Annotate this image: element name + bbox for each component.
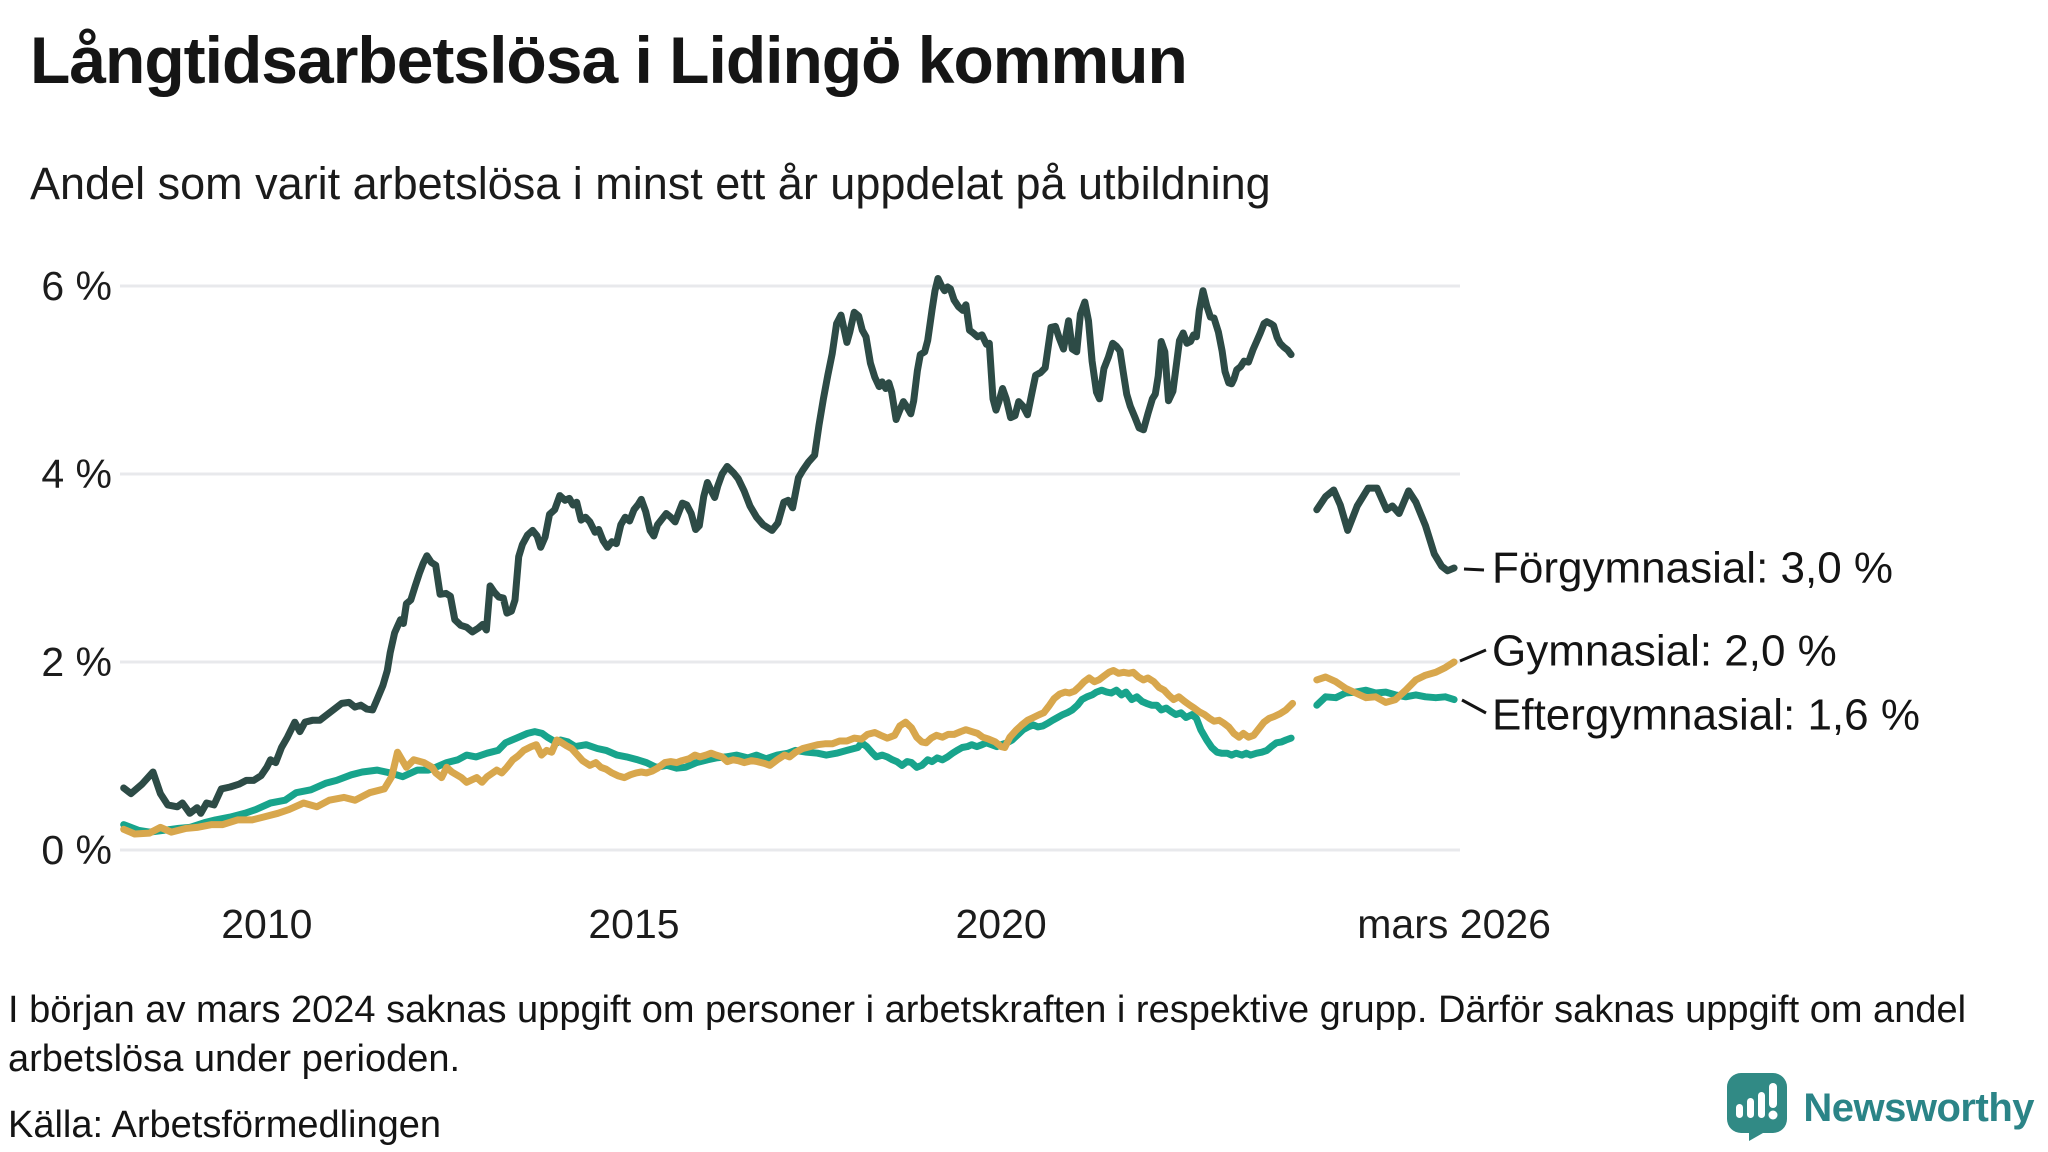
y-tick-label: 6 % bbox=[41, 263, 112, 309]
series-line-eftergymnasial bbox=[120, 686, 1295, 836]
chart-subtitle: Andel som varit arbetslösa i minst ett å… bbox=[30, 158, 1271, 209]
y-tick-label: 4 % bbox=[41, 451, 112, 497]
series-line-förgymnasial bbox=[1313, 484, 1458, 575]
page-title: Långtidsarbetslösa i Lidingö kommun bbox=[30, 23, 1188, 97]
series-line-förgymnasial bbox=[120, 275, 1295, 817]
series-line-gymnasial bbox=[1313, 658, 1458, 706]
newsworthy-wordmark: Newsworthy bbox=[1803, 1086, 2034, 1130]
series-end-label-gymnasial: Gymnasial: 2,0 % bbox=[1492, 627, 1837, 676]
y-tick-label: 2 % bbox=[41, 639, 112, 685]
series-line-gymnasial bbox=[120, 667, 1297, 838]
label-leader-line bbox=[1461, 698, 1487, 715]
x-tick-label: 2015 bbox=[588, 901, 679, 947]
source-label: Källa: Arbetsförmedlingen bbox=[8, 1104, 442, 1146]
newsworthy-logo-icon bbox=[1725, 1071, 1789, 1146]
label-leader-line bbox=[1463, 567, 1485, 572]
series-line-eftergymnasial bbox=[1313, 686, 1458, 709]
x-tick-label: mars 2026 bbox=[1357, 901, 1551, 947]
chart-footnote: I början av mars 2024 saknas uppgift om … bbox=[8, 989, 1967, 1080]
series-end-label-förgymnasial: Förgymnasial: 3,0 % bbox=[1492, 544, 1893, 593]
newsworthy-branding: Newsworthy bbox=[1725, 1071, 2034, 1146]
x-tick-label: 2020 bbox=[955, 901, 1046, 947]
y-tick-label: 0 % bbox=[41, 827, 112, 873]
x-tick-label: 2010 bbox=[221, 901, 312, 947]
series-end-label-eftergymnasial: Eftergymnasial: 1,6 % bbox=[1492, 691, 1920, 740]
label-leader-line bbox=[1459, 648, 1487, 663]
